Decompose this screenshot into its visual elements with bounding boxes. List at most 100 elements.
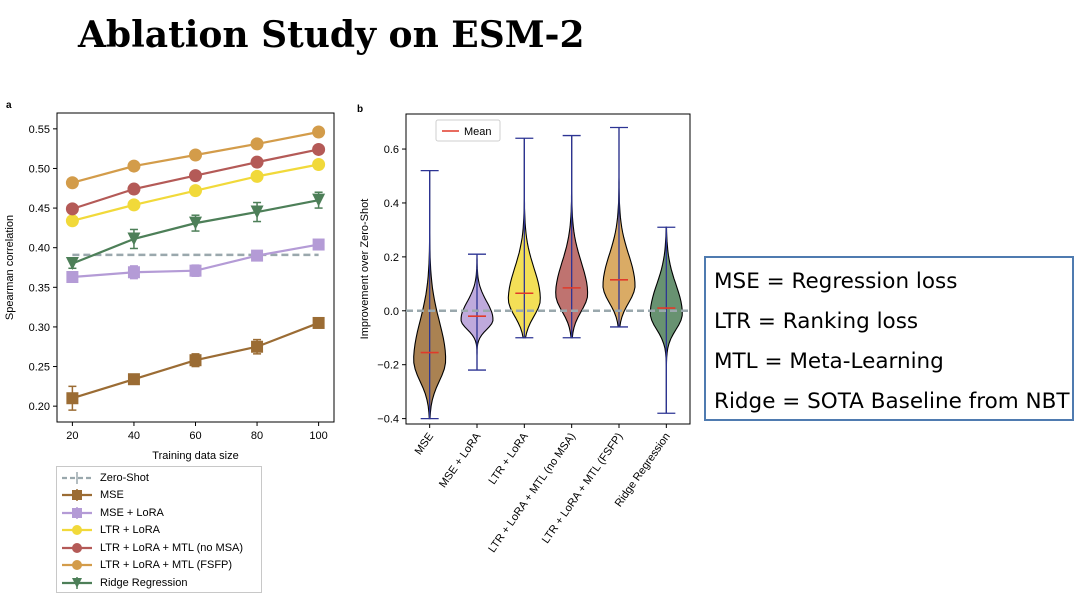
legend-item: LTR + LoRA + MTL (FSFP) — [60, 557, 261, 575]
panel-b-ytick-label: 0.6 — [384, 144, 399, 156]
panel-a-ytick-label: 0.30 — [29, 322, 50, 334]
data-point — [250, 155, 264, 169]
panel-a-xtick-label: 40 — [128, 430, 140, 442]
data-point — [65, 257, 79, 271]
data-point — [250, 205, 264, 219]
violin-mse — [413, 169, 447, 428]
legend-symbol — [72, 507, 82, 518]
panel-a-label: a — [6, 100, 12, 111]
panel-a-xtick-label: 80 — [251, 430, 263, 442]
data-point — [312, 125, 326, 139]
data-point — [65, 202, 79, 216]
data-point — [312, 193, 326, 207]
data-point — [189, 148, 202, 162]
panel-b-ytick-label: 0.2 — [384, 252, 399, 264]
legend-label: Ridge Regression — [100, 576, 188, 589]
panel-a-xtick-label: 100 — [309, 430, 327, 442]
panel-b-frame — [405, 113, 691, 425]
legend-marker — [62, 542, 92, 553]
legend-symbol — [72, 525, 82, 536]
legend-item: MSE + LoRA — [60, 504, 261, 522]
violin-mse-lora — [460, 253, 494, 428]
panel-a-ytick-label: 0.35 — [29, 282, 50, 294]
panel-b-ytick-label: −0.4 — [377, 414, 399, 426]
panel-a-ytick-label: 0.55 — [29, 124, 50, 136]
data-point — [189, 264, 202, 277]
slide-title: Ablation Study on ESM-2 — [78, 14, 585, 56]
data-point — [312, 142, 326, 156]
violin-ltr-lora-mtl-fsfp- — [602, 126, 636, 428]
legend-label: MSE — [100, 489, 124, 502]
legend-marker — [62, 506, 92, 519]
data-point — [312, 238, 325, 251]
legend-label: LTR + LoRA — [100, 524, 161, 537]
legend-item: Ridge Regression — [60, 574, 261, 592]
series-ridge-regression — [65, 191, 326, 271]
panel-a-ytick-label: 0.25 — [29, 362, 50, 374]
legend-marker — [62, 576, 92, 589]
data-point — [250, 169, 264, 183]
series-ltr-lora — [65, 158, 326, 228]
panel-a-ylabel: Spearman correlation — [4, 215, 16, 320]
data-point — [250, 137, 264, 151]
violin-ridge-regression — [649, 226, 683, 428]
legend-panel-a: Zero-Shot MSE MSE + LoRA LTR + LoRA LTR + Lo… — [56, 466, 262, 593]
data-point — [312, 158, 326, 171]
legend-marker — [62, 560, 92, 571]
definition-mtl: MTL = Meta-Learning — [714, 349, 944, 374]
series-mse — [66, 316, 325, 411]
data-point — [189, 184, 202, 198]
legend-label: LTR + LoRA + MTL (no MSA) — [100, 541, 244, 554]
definition-ridge: Ridge = SOTA Baseline from NBT — [714, 389, 1070, 414]
data-point — [65, 214, 79, 228]
panel-b-ytick-label: 0.0 — [384, 306, 399, 318]
legend-item: Zero-Shot — [60, 469, 261, 487]
legend-label: Zero-Shot — [100, 471, 149, 484]
panel-b-xtick-label: LTR + LoRA + MTL (no MSA) — [486, 431, 578, 555]
panel-a-ytick-label: 0.50 — [29, 163, 50, 175]
panel-b-xtick-label: LTR + LoRA + MTL (FSFP) — [540, 431, 626, 546]
data-point — [189, 216, 202, 230]
panel-b-legend-label: Mean — [464, 126, 492, 138]
panel-b-ytick-label: 0.4 — [384, 198, 399, 210]
data-point — [189, 169, 202, 183]
legend-symbol — [72, 490, 82, 501]
legend-label: LTR + LoRA + MTL (FSFP) — [100, 559, 233, 572]
data-point — [127, 266, 140, 279]
data-point — [127, 373, 140, 386]
legend-symbol — [72, 577, 82, 588]
violin-ltr-lora-mtl-no-msa- — [555, 134, 589, 428]
data-point — [251, 249, 264, 262]
panel-a-ytick-label: 0.40 — [29, 243, 50, 255]
data-point — [127, 198, 141, 212]
legend-marker — [62, 471, 92, 484]
series-mse-lora — [66, 238, 325, 284]
panel-a-xtick-label: 60 — [189, 430, 201, 442]
data-point — [65, 176, 79, 190]
panel-b-ylabel: Improvement over Zero-Shot — [359, 199, 371, 340]
legend-marker — [62, 489, 92, 502]
data-point — [189, 354, 202, 367]
panel-b-xtick-label: MSE + LoRA — [437, 430, 484, 490]
data-point — [127, 232, 141, 246]
definition-ltr: LTR = Ranking loss — [714, 309, 919, 334]
series-ltr-lora-mtl-fsfp- — [65, 125, 326, 190]
series-ltr-lora-mtl-no-msa- — [65, 142, 326, 216]
legend-item: MSE — [60, 487, 261, 505]
legend-marker — [62, 525, 92, 536]
legend-item: LTR + LoRA — [60, 522, 261, 540]
data-point — [66, 392, 79, 405]
panel-a-ytick-label: 0.20 — [29, 401, 50, 413]
panel-b-ytick-label: −0.2 — [377, 360, 399, 372]
panel-a-xlabel: Training data size — [152, 450, 238, 462]
definitions-box: MSE = Regression loss LTR = Ranking loss… — [704, 256, 1074, 421]
data-point — [127, 182, 141, 196]
panel-b-legend-box — [435, 119, 501, 142]
legend-symbol — [72, 542, 82, 553]
violin-ltr-lora — [507, 137, 541, 428]
legend-label: MSE + LoRA — [100, 506, 164, 519]
panel-b-xtick-label: MSE — [413, 431, 437, 457]
data-point — [127, 159, 141, 173]
panel-b-label: b — [357, 104, 363, 115]
